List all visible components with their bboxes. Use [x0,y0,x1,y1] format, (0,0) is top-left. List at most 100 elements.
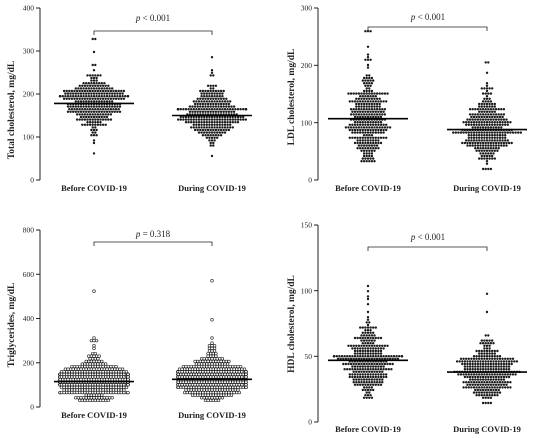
data-point [199,388,204,392]
data-point [218,385,222,390]
data-point [101,390,105,395]
data-point [101,375,105,379]
data-point [230,110,233,114]
x-category-during: During COVID-19 [178,183,246,193]
data-point [111,375,116,379]
data-point [208,108,211,111]
data-point [351,131,354,134]
data-point [400,355,404,358]
data-point [478,131,481,134]
data-point [378,108,381,111]
data-point [225,102,228,106]
data-point [467,123,470,127]
data-point [98,390,103,395]
data-point [117,388,121,392]
data-point [457,131,460,134]
data-point [83,388,87,392]
data-point [352,381,355,384]
data-point [89,377,94,382]
data-point [213,108,216,111]
data-point [188,367,192,371]
data-point [92,354,96,358]
data-point [470,136,473,139]
data-point [381,113,384,116]
data-point [475,134,478,137]
data-point [235,390,239,395]
data-point [209,74,212,77]
data-point [479,141,482,145]
data-point [224,383,228,387]
data-point [183,375,187,379]
data-point [223,364,227,369]
data-point [368,87,371,90]
data-point [119,388,123,392]
data-point [218,121,221,124]
data-point [237,383,241,387]
data-point [224,375,228,379]
data-point [200,108,203,111]
data-point [498,121,502,124]
data-point [214,370,218,374]
data-point [388,357,392,360]
data-point [207,385,212,390]
data-point [478,149,481,152]
data-point [81,396,86,400]
data-point [111,383,116,387]
data-point [362,378,366,381]
data-point [361,110,364,114]
data-point [491,134,494,137]
data-point [196,102,199,106]
data-point [205,95,208,98]
data-point [491,157,494,160]
data-point [369,141,372,145]
data-point [211,367,215,371]
data-point [361,157,364,160]
data-point [372,375,375,379]
data-point [200,92,203,95]
data-point [88,123,92,127]
data-point [87,377,91,382]
data-point [368,391,371,394]
data-point [205,115,208,119]
data-point [113,105,117,108]
data-point [480,373,483,376]
data-point [338,355,341,358]
data-point [216,123,219,127]
data-point [465,381,468,384]
significance-bracket [367,246,488,251]
data-point [463,141,467,145]
data-point [483,136,486,139]
data-point [202,372,206,377]
data-point [483,131,486,134]
data-point [179,118,182,121]
data-point [236,121,240,124]
data-point [100,92,104,95]
data-point [213,121,216,124]
y-tick-label: 100 [301,118,313,127]
data-point [356,347,359,350]
data-point [100,359,104,364]
data-point [359,128,362,132]
data-point [377,121,380,124]
data-point [197,115,201,119]
data-point [359,336,362,340]
data-point [369,342,372,345]
data-point [470,381,473,384]
data-point [191,110,194,114]
data-point [78,375,82,379]
data-point [214,367,218,371]
data-point [231,388,235,392]
data-point [514,131,517,134]
data-point [200,121,203,124]
data-point [488,123,491,127]
data-point [90,95,93,98]
data-point [236,118,240,121]
data-point [78,89,81,93]
data-point [369,110,372,114]
data-point [205,121,208,124]
data-point [106,364,110,369]
data-point [228,388,232,392]
data-point [78,388,82,392]
data-point [352,108,355,111]
data-point [488,115,491,119]
